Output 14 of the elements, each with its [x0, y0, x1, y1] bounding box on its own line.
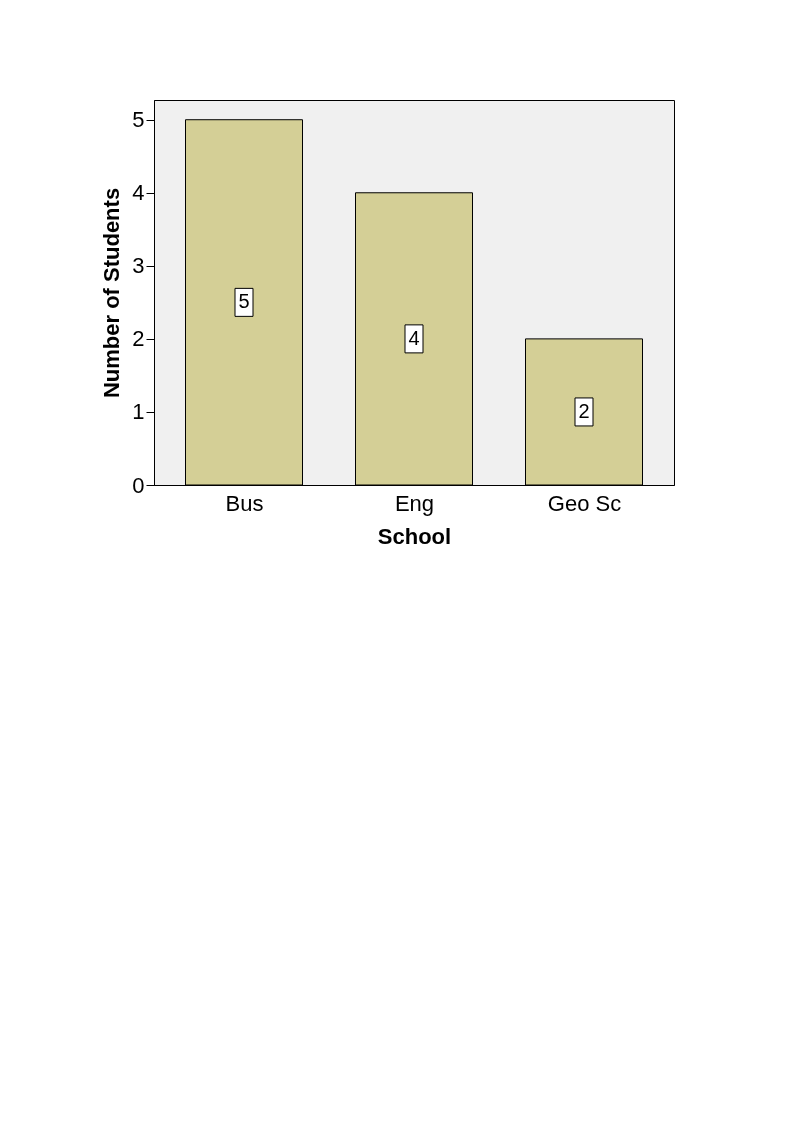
- data-label: 4: [408, 326, 420, 349]
- y-tick-label: 3: [132, 253, 145, 279]
- y-tick-label: 2: [132, 326, 145, 352]
- y-tick-label: 4: [132, 180, 145, 206]
- x-tick-label: Geo Sc: [547, 490, 622, 516]
- x-tick-label: Bus: [225, 490, 264, 516]
- y-axis-title: Number of Students: [99, 187, 125, 399]
- x-axis-title: School: [377, 523, 452, 549]
- data-label: 2: [578, 399, 590, 422]
- data-label: 5: [238, 290, 250, 313]
- y-tick-label: 5: [132, 107, 145, 133]
- x-tick-label: Eng: [394, 490, 435, 516]
- y-tick-label: 1: [132, 399, 145, 425]
- y-tick-label: 0: [132, 472, 145, 498]
